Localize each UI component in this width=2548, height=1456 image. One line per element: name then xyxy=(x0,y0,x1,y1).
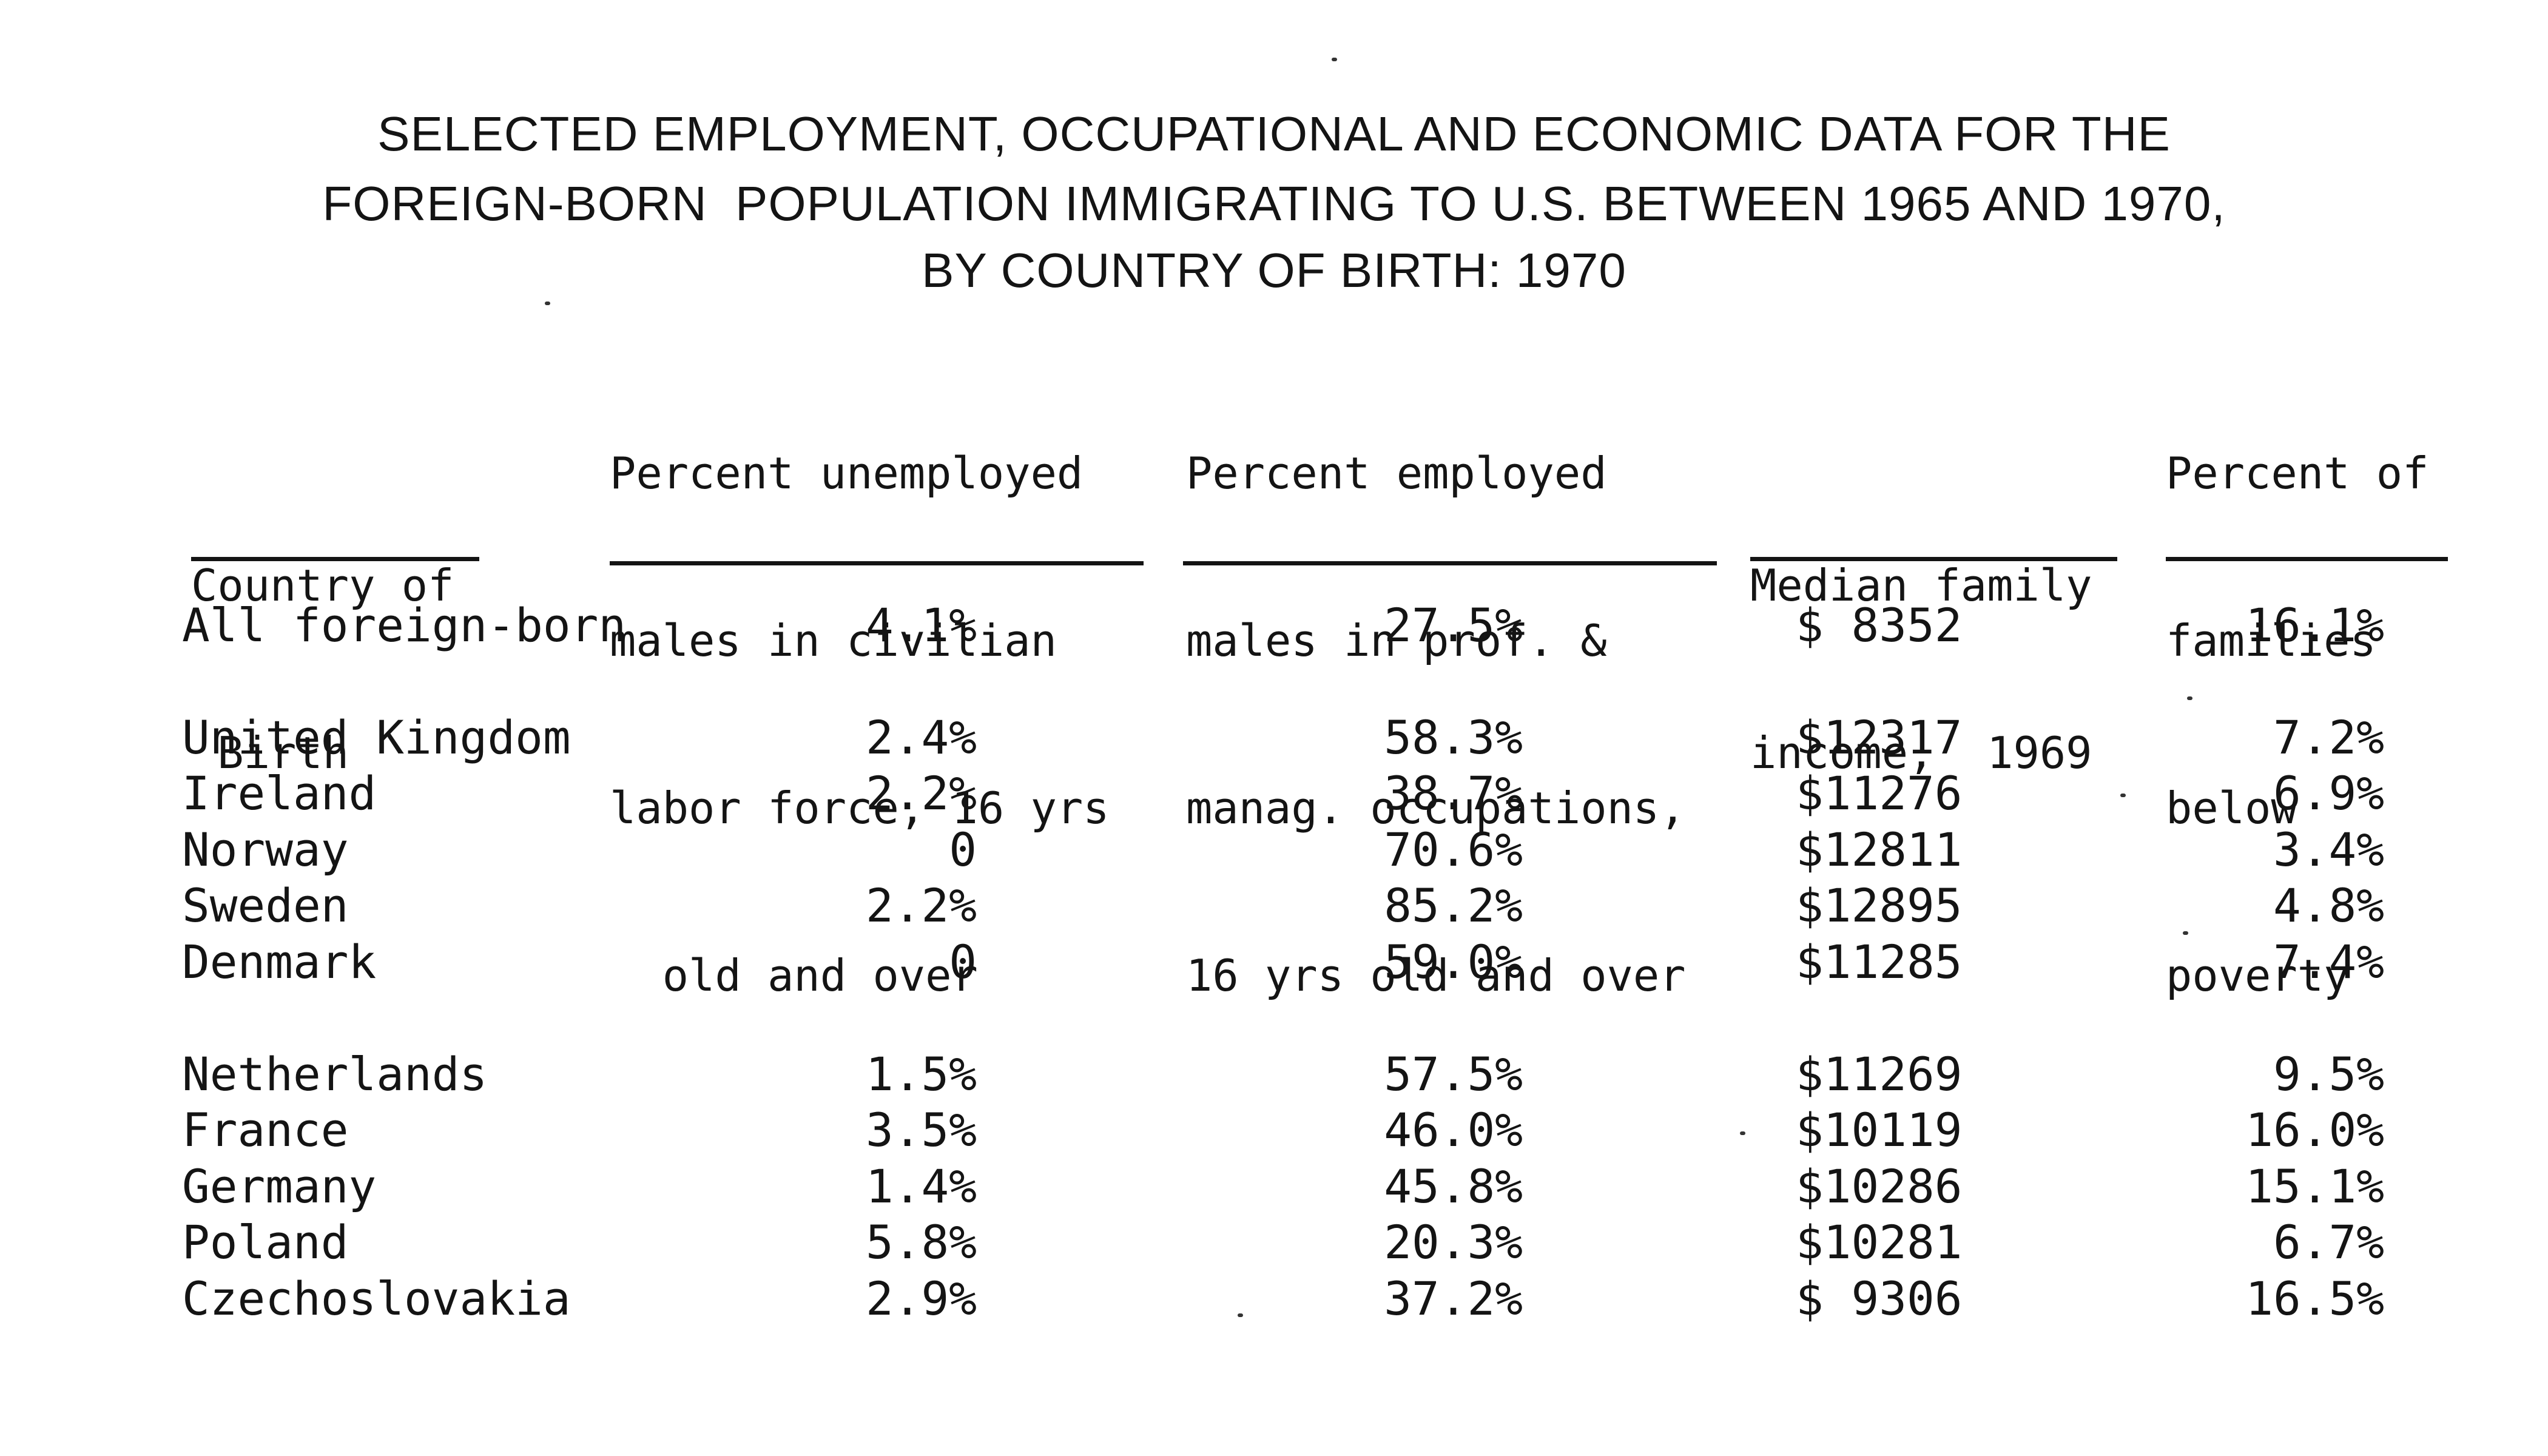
table-title-line-1: SELECTED EMPLOYMENT, OCCUPATIONAL AND EC… xyxy=(377,107,2171,161)
cell-percent-unemployed: 2.4% xyxy=(865,710,977,764)
cell-median-family-income: $11285 xyxy=(1796,935,1963,989)
header-country-line: Country of xyxy=(191,560,454,611)
cell-percent-below-poverty: 15.1% xyxy=(2245,1159,2384,1213)
header-underline-country xyxy=(191,557,479,561)
cell-median-family-income: $12317 xyxy=(1796,710,1963,764)
header-unemployed-line: old and over xyxy=(610,950,978,1001)
cell-country: Denmark xyxy=(182,935,377,989)
cell-median-family-income: $ 8352 xyxy=(1796,598,1963,652)
cell-median-family-income: $12895 xyxy=(1796,878,1963,932)
cell-percent-below-poverty: 9.5% xyxy=(2273,1047,2384,1101)
header-poverty-line: Percent of xyxy=(2166,448,2429,499)
cell-country: Sweden xyxy=(182,878,349,932)
header-unemployed-line: Percent unemployed xyxy=(610,448,1084,499)
cell-country: France xyxy=(182,1103,349,1157)
cell-percent-unemployed: 0 xyxy=(949,823,977,877)
scan-speck xyxy=(545,302,550,305)
cell-percent-unemployed: 2.2% xyxy=(865,766,977,820)
cell-percent-below-poverty: 16.1% xyxy=(2245,598,2384,652)
cell-country: Poland xyxy=(182,1215,349,1269)
header-country-line: Birth xyxy=(191,727,349,778)
scan-speck xyxy=(2120,794,2126,797)
header-poverty-line: poverty xyxy=(2166,950,2350,1001)
header-income: Median family income, 1969 xyxy=(1750,446,2092,837)
cell-country: Czechoslovakia xyxy=(182,1272,571,1326)
cell-percent-below-poverty: 6.7% xyxy=(2273,1215,2384,1269)
header-employed-line: males in prof. & xyxy=(1186,615,1607,666)
header-income-line: Median family xyxy=(1750,560,2092,611)
cell-median-family-income: $12811 xyxy=(1796,823,1963,877)
cell-percent-unemployed: 5.8% xyxy=(865,1215,977,1269)
scan-speck xyxy=(1238,1313,1243,1317)
cell-median-family-income: $11269 xyxy=(1796,1047,1963,1101)
header-underline-unemployed xyxy=(610,561,1144,565)
header-unemployed-line: males in civilian xyxy=(610,615,1057,666)
table-title-line-2: FOREIGN-BORN POPULATION IMMIGRATING TO U… xyxy=(322,177,2226,231)
cell-percent-unemployed: 2.2% xyxy=(865,878,977,932)
cell-percent-employed-prof-manag: 85.2% xyxy=(1384,878,1523,932)
cell-median-family-income: $10281 xyxy=(1796,1215,1963,1269)
header-underline-income xyxy=(1750,557,2117,561)
cell-country: Germany xyxy=(182,1159,377,1213)
cell-percent-unemployed: 4.1% xyxy=(865,598,977,652)
cell-percent-below-poverty: 7.4% xyxy=(2273,935,2384,989)
cell-country: Ireland xyxy=(182,766,377,820)
header-employed-line: manag. occupations, xyxy=(1186,783,1686,834)
cell-percent-employed-prof-manag: 70.6% xyxy=(1384,823,1523,877)
cell-percent-employed-prof-manag: 37.2% xyxy=(1384,1272,1523,1326)
header-underline-poverty xyxy=(2166,557,2448,561)
scan-speck xyxy=(1332,58,1337,61)
header-unemployed-line: labor force, 16 yrs xyxy=(610,783,1110,834)
cell-percent-below-poverty: 6.9% xyxy=(2273,766,2384,820)
scan-speck xyxy=(2183,931,2188,935)
cell-median-family-income: $11276 xyxy=(1796,766,1963,820)
header-country: Country of Birth xyxy=(191,446,454,837)
cell-country: Netherlands xyxy=(182,1047,488,1101)
cell-percent-unemployed: 1.5% xyxy=(865,1047,977,1101)
cell-percent-below-poverty: 4.8% xyxy=(2273,878,2384,932)
cell-percent-below-poverty: 3.4% xyxy=(2273,823,2384,877)
header-unemployed: Percent unemployed males in civilian lab… xyxy=(610,334,1110,1059)
cell-percent-employed-prof-manag: 57.5% xyxy=(1384,1047,1523,1101)
header-poverty: Percent of families below poverty xyxy=(2166,334,2428,1059)
cell-median-family-income: $ 9306 xyxy=(1796,1272,1963,1326)
cell-percent-unemployed: 2.9% xyxy=(865,1272,977,1326)
cell-percent-below-poverty: 7.2% xyxy=(2273,710,2384,764)
header-employed-line: 16 yrs old and over xyxy=(1186,950,1686,1001)
cell-country: Norway xyxy=(182,823,349,877)
header-income-line: income, 1969 xyxy=(1750,727,2092,778)
cell-country: United Kingdom xyxy=(182,710,571,764)
cell-percent-employed-prof-manag: 20.3% xyxy=(1384,1215,1523,1269)
cell-percent-employed-prof-manag: 38.7% xyxy=(1384,766,1523,820)
cell-percent-below-poverty: 16.5% xyxy=(2245,1272,2384,1326)
cell-percent-unemployed: 1.4% xyxy=(865,1159,977,1213)
cell-percent-employed-prof-manag: 46.0% xyxy=(1384,1103,1523,1157)
scan-speck xyxy=(1740,1131,1745,1135)
table-title-line-3: BY COUNTRY OF BIRTH: 1970 xyxy=(922,243,1626,297)
header-employed-line: Percent employed xyxy=(1186,448,1607,499)
cell-median-family-income: $10119 xyxy=(1796,1103,1963,1157)
cell-percent-below-poverty: 16.0% xyxy=(2245,1103,2384,1157)
cell-country: All foreign-born xyxy=(182,598,627,652)
scan-speck xyxy=(2187,696,2192,700)
cell-percent-unemployed: 3.5% xyxy=(865,1103,977,1157)
header-underline-employed xyxy=(1183,561,1717,565)
header-poverty-line: below xyxy=(2166,783,2297,834)
cell-percent-unemployed: 0 xyxy=(949,935,977,989)
header-employed: Percent employed males in prof. & manag.… xyxy=(1186,334,1686,1059)
cell-percent-employed-prof-manag: 27.5% xyxy=(1384,598,1523,652)
header-poverty-line: families xyxy=(2166,615,2376,666)
cell-percent-employed-prof-manag: 58.3% xyxy=(1384,710,1523,764)
cell-median-family-income: $10286 xyxy=(1796,1159,1963,1213)
cell-percent-employed-prof-manag: 59.0% xyxy=(1384,935,1523,989)
cell-percent-employed-prof-manag: 45.8% xyxy=(1384,1159,1523,1213)
